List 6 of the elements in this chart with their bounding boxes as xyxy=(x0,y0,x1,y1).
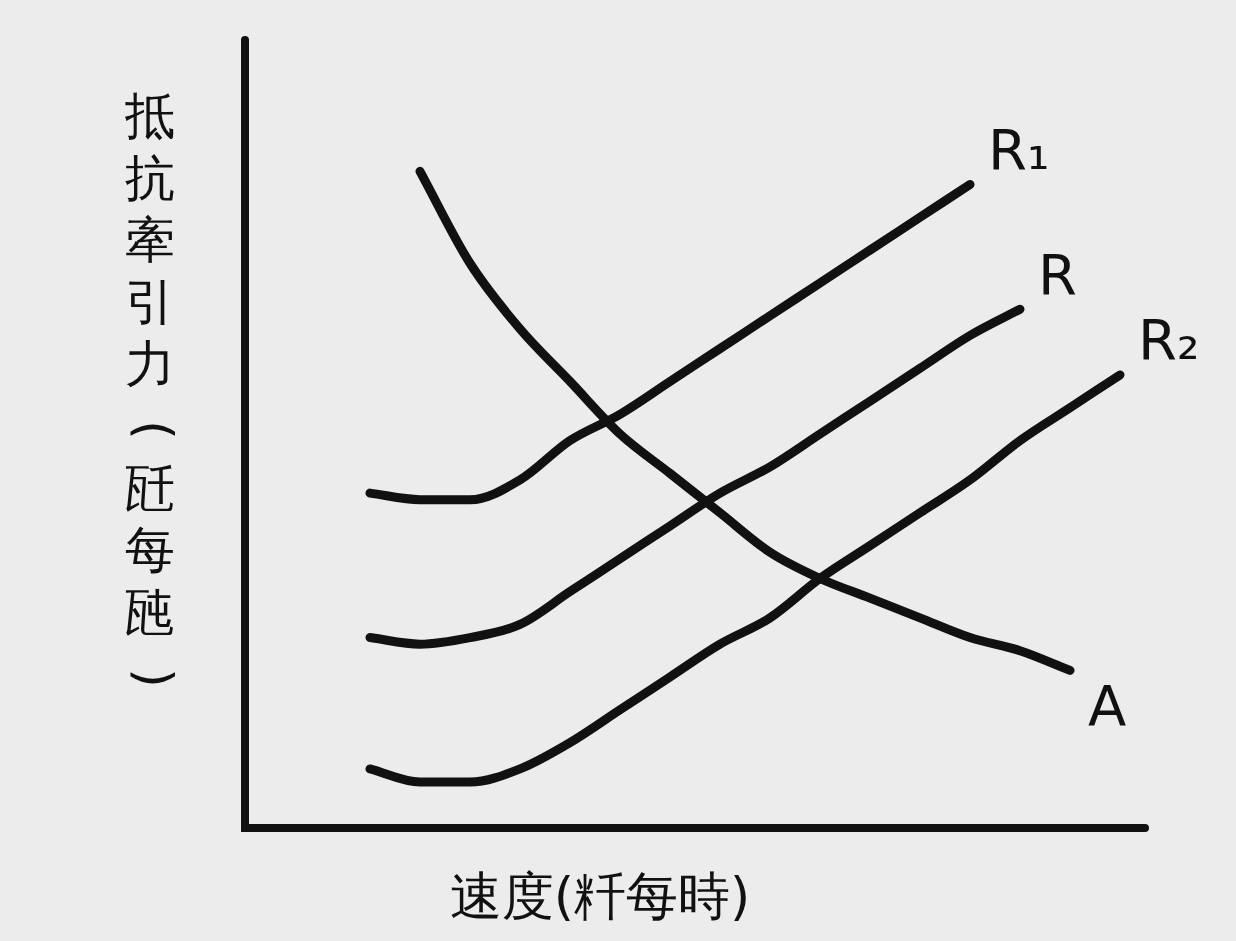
series-label: R₁ xyxy=(988,117,1050,183)
text: 抵抗牽引力(瓩每瓲) xyxy=(125,86,184,688)
series-label: R xyxy=(1038,241,1077,307)
series-label: A xyxy=(1088,672,1127,738)
series-label: R₂ xyxy=(1138,307,1200,373)
x-axis-title: 速度(粁每時) xyxy=(449,865,751,926)
